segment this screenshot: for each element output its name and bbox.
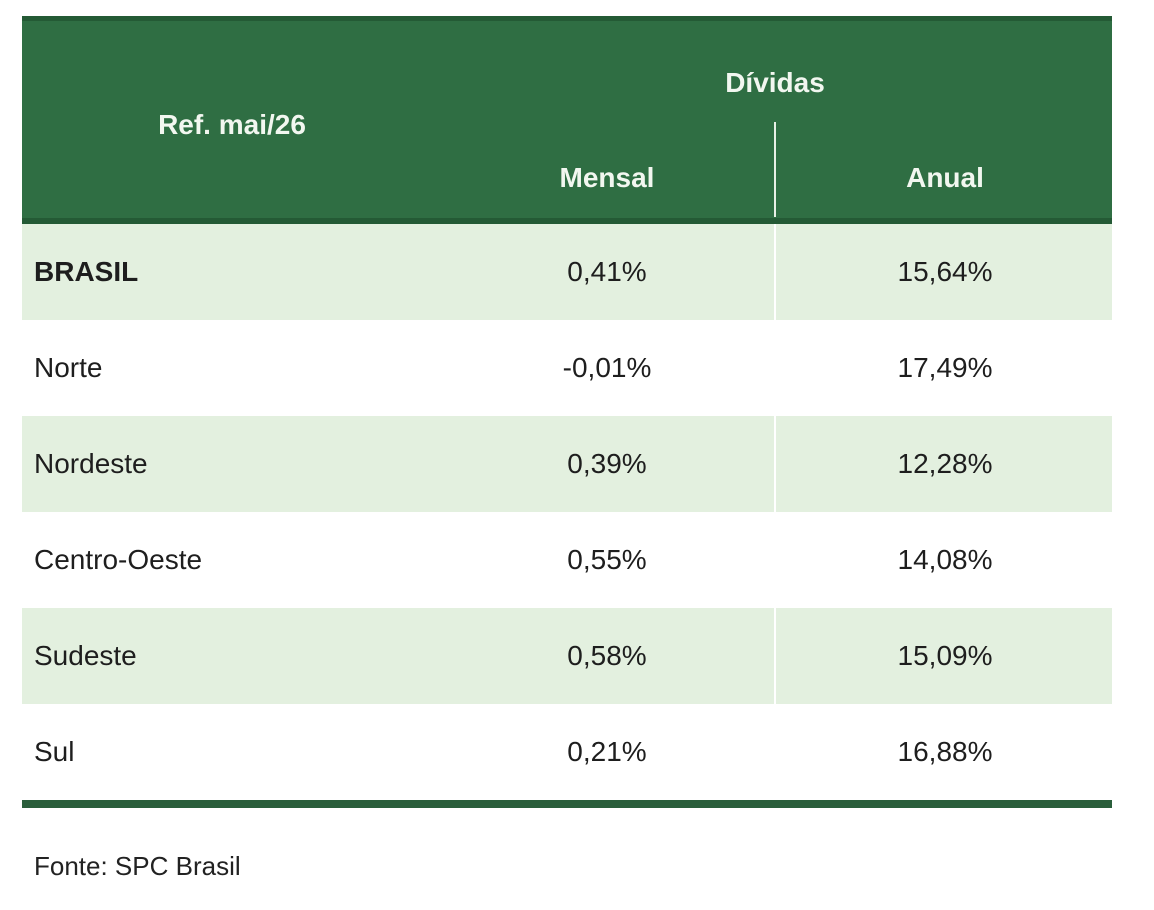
row-label: Sudeste <box>34 640 137 671</box>
cell-value: 12,28% <box>897 448 993 479</box>
column-header: Mensal <box>559 162 655 193</box>
row-label: Norte <box>34 352 103 383</box>
cell-value: 14,08% <box>897 544 993 575</box>
table-row: Sudeste 0,58% 15,09% <box>22 608 1112 704</box>
cell-value: 0,41% <box>567 256 647 287</box>
table-row: Sul 0,21% 16,88% <box>22 704 1112 800</box>
group-header: Dívidas <box>725 67 825 98</box>
cell-value: 15,09% <box>897 640 993 671</box>
cell-value: 0,55% <box>567 544 647 575</box>
table-row: Nordeste 0,39% 12,28% <box>22 416 1112 512</box>
row-label: Nordeste <box>34 448 148 479</box>
header-divider <box>774 122 776 217</box>
row-label: BRASIL <box>34 256 139 287</box>
column-header: Anual <box>906 162 984 193</box>
row-divider <box>774 608 776 704</box>
table-row: Norte -0,01% 17,49% <box>22 320 1112 416</box>
bottom-border <box>22 798 1112 808</box>
table-row: Centro-Oeste 0,55% 14,08% <box>22 512 1112 608</box>
row-divider <box>774 224 776 320</box>
cell-value: -0,01% <box>562 352 652 383</box>
source-note: Fonte: SPC Brasil <box>34 851 241 881</box>
cell-value: 0,39% <box>567 448 647 479</box>
cell-value: 17,49% <box>897 352 993 383</box>
cell-value: 0,21% <box>567 736 647 767</box>
row-divider <box>774 416 776 512</box>
ref-header: Ref. mai/26 <box>158 109 306 140</box>
row-label: Centro-Oeste <box>34 544 203 575</box>
cell-value: 15,64% <box>897 256 993 287</box>
cell-value: 0,58% <box>567 640 647 671</box>
table-header <box>22 16 1112 224</box>
row-label: Sul <box>34 736 75 767</box>
table-row: BRASIL 0,41% 15,64% <box>22 224 1112 320</box>
cell-value: 16,88% <box>897 736 993 767</box>
